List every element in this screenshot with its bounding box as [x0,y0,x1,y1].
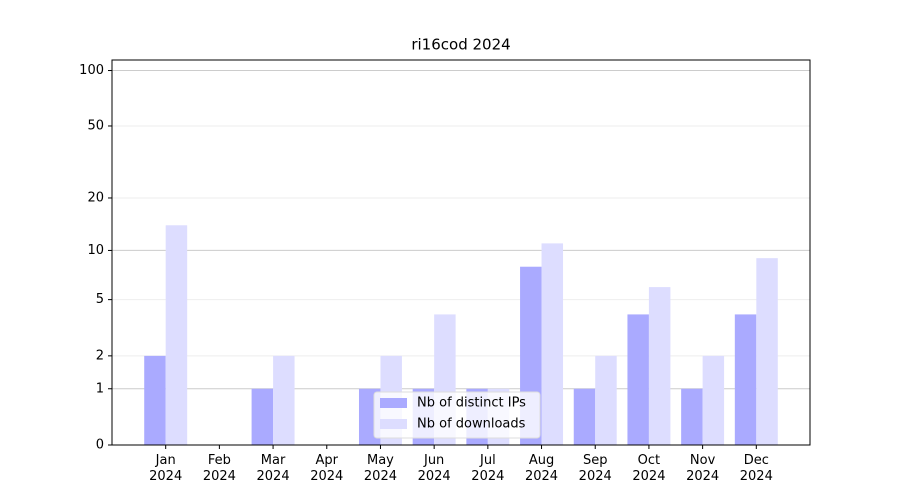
bar [648,287,671,445]
bar [681,388,703,445]
y-tick-label: 20 [87,190,104,205]
x-tick-label: Feb 2024 [202,453,236,484]
bar [627,314,649,445]
y-tick-label: 50 [87,118,104,133]
legend-box [373,391,541,439]
y-tick-label: 0 [96,438,104,453]
y-tick-label: 2 [96,348,104,363]
bar [541,243,564,445]
legend-label: Nb of downloads [417,417,526,432]
bar [756,258,778,445]
bar [251,388,274,445]
x-tick-label: Mar 2024 [256,453,290,484]
x-tick-label: Jul 2024 [471,453,505,484]
legend-swatch [380,419,407,429]
bar [595,355,617,445]
x-tick-label: Oct 2024 [632,453,666,484]
bar [734,314,757,445]
bar [165,225,188,445]
y-tick-label: 1 [96,381,104,396]
axes-frame [111,59,811,446]
x-tick-label: Sep 2024 [578,453,612,484]
x-tick-label: Apr 2024 [310,453,344,484]
x-tick-label: Jan 2024 [149,453,183,484]
y-tick-label: 5 [96,292,104,307]
y-tick-label: 100 [79,63,104,78]
bar [144,355,166,445]
x-tick-label: Aug 2024 [524,453,559,484]
legend-swatch [380,398,407,408]
bar [273,355,295,445]
legend-label: Nb of distinct IPs [417,396,526,411]
bar [573,388,596,445]
x-tick-label: Dec 2024 [739,453,773,484]
y-tick-label: 10 [87,243,104,258]
bar [702,355,725,445]
x-tick-label: May 2024 [363,453,397,484]
x-tick-label: Nov 2024 [686,453,720,484]
x-tick-label: Jun 2024 [417,453,451,484]
chart-title: ri16cod 2024 [411,36,510,54]
